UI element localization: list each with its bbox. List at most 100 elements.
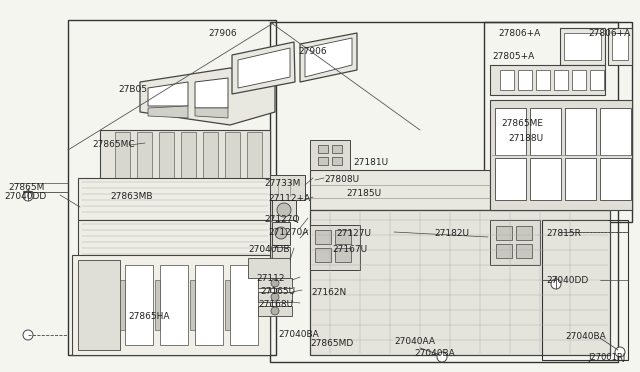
Circle shape [271,279,279,287]
Polygon shape [247,132,262,178]
Bar [516,244,532,258]
Text: 27865HA: 27865HA [128,312,170,321]
Bar [332,145,342,153]
Polygon shape [530,158,561,200]
Text: 27865MC: 27865MC [92,140,134,149]
Text: 27040BA: 27040BA [565,332,605,341]
Text: 27906: 27906 [208,29,237,38]
Bar [484,22,632,222]
Text: 27806+A: 27806+A [498,29,540,38]
Polygon shape [490,220,540,265]
Polygon shape [148,82,188,106]
Bar [335,230,351,244]
Text: 27182U: 27182U [434,229,469,238]
Polygon shape [560,28,605,65]
Polygon shape [600,108,631,155]
Polygon shape [195,78,228,108]
Text: 27B05: 27B05 [118,85,147,94]
Bar [270,22,618,362]
Circle shape [23,191,33,201]
Polygon shape [148,106,188,118]
Text: 27127U: 27127U [336,229,371,238]
Polygon shape [155,280,160,330]
Bar [496,244,512,258]
Circle shape [551,279,561,289]
Bar [318,157,328,165]
Text: 271270A: 271270A [268,228,308,237]
Bar [315,230,331,244]
Text: J27001RJ: J27001RJ [589,353,626,362]
Text: 27815R: 27815R [546,229,581,238]
Polygon shape [159,132,174,178]
Polygon shape [190,280,195,330]
Bar [335,248,351,262]
Polygon shape [160,265,188,345]
Polygon shape [225,132,240,178]
Polygon shape [72,255,270,355]
Bar [68,20,276,355]
Polygon shape [564,33,601,60]
Text: 27168U: 27168U [258,300,293,309]
Polygon shape [600,158,631,200]
Polygon shape [495,158,526,200]
Circle shape [271,307,279,315]
Text: 27188U: 27188U [508,134,543,143]
Circle shape [277,203,291,217]
Text: 27040AA: 27040AA [394,337,435,346]
Text: 27127Q: 27127Q [264,215,300,224]
Polygon shape [300,33,357,82]
Circle shape [23,330,33,340]
Polygon shape [530,108,561,155]
Polygon shape [181,132,196,178]
Polygon shape [565,158,596,200]
Polygon shape [490,100,632,210]
Polygon shape [272,200,296,220]
Polygon shape [238,48,290,88]
Polygon shape [590,70,604,90]
Polygon shape [490,65,605,95]
Text: 27865ME: 27865ME [501,119,543,128]
Polygon shape [78,178,270,220]
Text: 27808U: 27808U [324,175,359,184]
Polygon shape [310,225,360,270]
Polygon shape [518,70,532,90]
Polygon shape [230,265,258,345]
Text: 27162N: 27162N [311,288,346,297]
Polygon shape [140,68,275,125]
Polygon shape [203,132,218,178]
Polygon shape [495,108,526,155]
Text: 27865M: 27865M [8,183,44,192]
Bar [496,226,512,240]
Polygon shape [305,38,352,77]
Text: 27112: 27112 [256,274,285,283]
Polygon shape [270,175,305,200]
Circle shape [437,352,447,362]
Polygon shape [554,70,568,90]
Bar [315,248,331,262]
Text: 27733M: 27733M [264,179,300,188]
Text: 27806+A: 27806+A [588,29,630,38]
Polygon shape [225,280,230,330]
Text: 27185U: 27185U [346,189,381,198]
Text: 27165U: 27165U [260,287,295,296]
Polygon shape [195,265,223,345]
Polygon shape [272,222,290,245]
Text: 27040BA: 27040BA [278,330,319,339]
Polygon shape [310,170,490,210]
Polygon shape [565,108,596,155]
Text: 27040DB: 27040DB [248,245,289,254]
Polygon shape [608,28,632,65]
Bar [516,226,532,240]
Text: 27040BA: 27040BA [414,349,455,358]
Polygon shape [272,247,290,262]
Polygon shape [137,132,152,178]
Polygon shape [500,70,514,90]
Text: 27167U: 27167U [332,245,367,254]
Text: 27112+A: 27112+A [268,194,310,203]
Polygon shape [310,140,350,170]
Polygon shape [310,210,610,355]
Circle shape [271,293,279,301]
Text: 27040DD: 27040DD [546,276,588,285]
Circle shape [275,227,287,239]
Text: 27863MB: 27863MB [110,192,152,201]
